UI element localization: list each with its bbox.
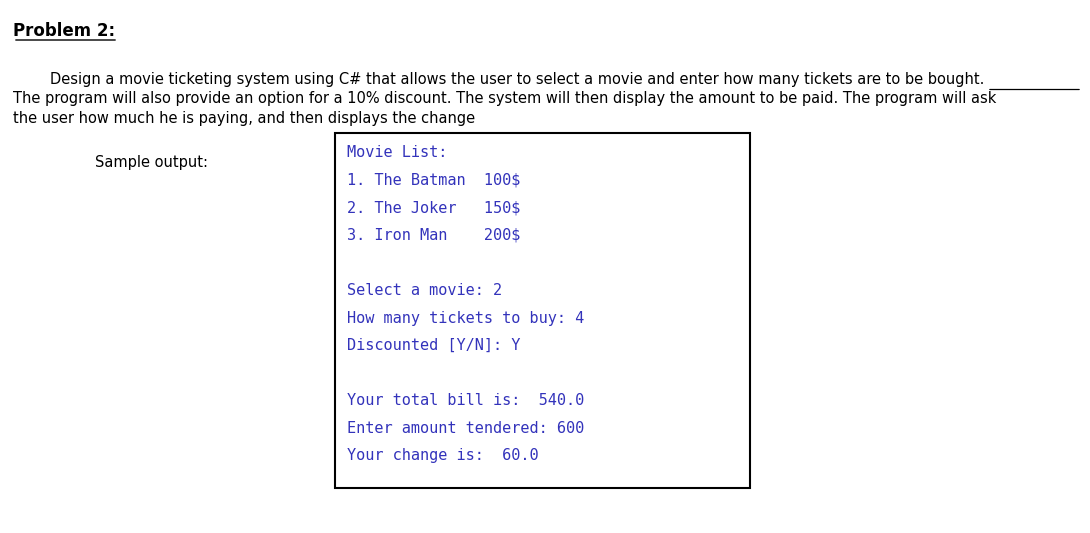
Bar (335, 133, 750, 488)
Text: 1. The Batman  100$: 1. The Batman 100$ (347, 173, 520, 188)
Text: Discounted [Y/N]: Y: Discounted [Y/N]: Y (347, 338, 520, 353)
Text: Select a movie: 2: Select a movie: 2 (347, 283, 502, 298)
Text: Movie List:: Movie List: (347, 145, 447, 160)
Text: Your change is:  60.0: Your change is: 60.0 (347, 448, 538, 463)
Text: How many tickets to buy: 4: How many tickets to buy: 4 (347, 311, 584, 326)
Text: the user how much he is paying, and then displays the change: the user how much he is paying, and then… (13, 111, 475, 126)
Text: 2. The Joker   150$: 2. The Joker 150$ (347, 200, 520, 215)
Text: Sample output:: Sample output: (95, 155, 208, 170)
Text: Enter amount tendered: 600: Enter amount tendered: 600 (347, 421, 584, 436)
Text: Problem 2:: Problem 2: (13, 22, 116, 40)
Text: The program will also provide an option for a 10% discount. The system will then: The program will also provide an option … (13, 92, 996, 107)
Text: Design a movie ticketing system using C# that allows the user to select a movie : Design a movie ticketing system using C#… (13, 72, 984, 87)
Text: Your total bill is:  540.0: Your total bill is: 540.0 (347, 393, 584, 408)
Text: 3. Iron Man    200$: 3. Iron Man 200$ (347, 228, 520, 243)
